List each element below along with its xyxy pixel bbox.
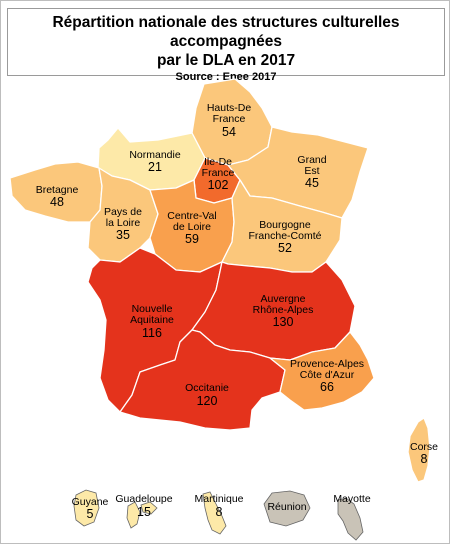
region-name: Guadeloupe — [115, 493, 172, 505]
region-name: de Loire — [173, 221, 211, 233]
label-normandie: Normandie 21 — [129, 149, 181, 174]
map-source: Source : Enee 2017 — [175, 71, 277, 83]
region-name: Bourgogne — [259, 219, 311, 231]
region-name: Nouvelle — [132, 303, 173, 315]
region-name: Centre-Val — [167, 210, 216, 222]
region-value: 8 — [216, 505, 223, 519]
region-martinique[interactable] — [202, 491, 227, 535]
label-occitanie: Occitanie 120 — [185, 382, 229, 408]
label-ile-de-france: Ile-De France 102 — [202, 156, 235, 192]
region-name: Mayotte — [333, 493, 371, 505]
region-name: Réunion — [267, 501, 306, 513]
region-name: Hauts-De — [207, 102, 252, 114]
label-hauts-de-france: Hauts-De France 54 — [207, 102, 252, 139]
label-auvergne-rhone-alpes: Auvergne Rhône-Alpes 130 — [253, 293, 314, 329]
region-name: Auvergne — [261, 293, 306, 305]
region-name: France — [202, 167, 235, 179]
label-guadeloupe: Guadeloupe 15 — [115, 493, 172, 519]
region-value: 45 — [305, 176, 319, 190]
region-name: Corse — [410, 441, 438, 453]
region-corse[interactable] — [407, 417, 431, 483]
region-name: Guyane — [72, 496, 109, 508]
region-name: Franche-Comté — [249, 230, 322, 242]
region-provence-alpes-cote-dazur[interactable] — [269, 331, 375, 411]
region-name: Normandie — [129, 149, 181, 161]
region-value: 120 — [197, 394, 218, 408]
map-title-line-2: par le DLA en 2017 — [156, 52, 296, 69]
region-value: 116 — [142, 326, 162, 340]
region-guadeloupe[interactable] — [126, 501, 158, 529]
region-name: la Loire — [106, 217, 141, 229]
region-reunion[interactable] — [263, 490, 311, 527]
region-value: 21 — [148, 160, 162, 174]
region-name: Rhône-Alpes — [253, 304, 314, 316]
region-mayotte[interactable] — [337, 497, 364, 541]
region-value: 8 — [421, 452, 428, 466]
region-value: 52 — [278, 241, 292, 255]
region-name: Martinique — [194, 493, 243, 505]
region-value: 130 — [273, 315, 294, 329]
label-pays-de-la-loire: Pays de la Loire 35 — [104, 206, 142, 242]
label-centre-val-de-loire: Centre-Val de Loire 59 — [167, 210, 216, 246]
map-title-line-1: Répartition nationale des structures cul… — [52, 14, 400, 50]
label-provence-alpes-cote-dazur: Provence-Alpes Côte d'Azur 66 — [290, 358, 364, 394]
region-value: 48 — [50, 195, 64, 209]
title-box: Répartition nationale des structures cul… — [7, 8, 445, 83]
region-name: Provence-Alpes — [290, 358, 364, 370]
region-name: Bretagne — [36, 184, 79, 196]
region-name: Côte d'Azur — [300, 369, 355, 381]
label-martinique: Martinique 8 — [194, 493, 243, 519]
region-value: 102 — [208, 178, 229, 192]
label-guyane: Guyane 5 — [72, 496, 109, 521]
region-name: Pays de — [104, 206, 142, 218]
region-name: Ile-De — [204, 156, 232, 168]
region-value: 15 — [137, 505, 151, 519]
region-name: Est — [304, 165, 319, 177]
label-grand-est: Grand Est 45 — [297, 154, 326, 190]
label-bourgogne-franche-comte: Bourgogne Franche-Comté 52 — [249, 219, 322, 255]
region-value: 66 — [320, 380, 334, 394]
region-name: France — [213, 113, 246, 125]
label-reunion: Réunion — [267, 501, 306, 513]
region-name: Grand — [297, 154, 326, 166]
label-bretagne: Bretagne 48 — [36, 184, 79, 209]
label-corse: Corse 8 — [410, 441, 438, 466]
region-value: 5 — [87, 507, 94, 521]
region-value: 59 — [185, 232, 199, 246]
region-guyane[interactable] — [73, 489, 100, 527]
region-value: 54 — [222, 125, 236, 139]
label-mayotte: Mayotte — [333, 493, 371, 505]
label-nouvelle-aquitaine: Nouvelle Aquitaine 116 — [130, 303, 174, 340]
region-name: Aquitaine — [130, 314, 174, 326]
region-name: Occitanie — [185, 382, 229, 394]
region-value: 35 — [116, 228, 130, 242]
